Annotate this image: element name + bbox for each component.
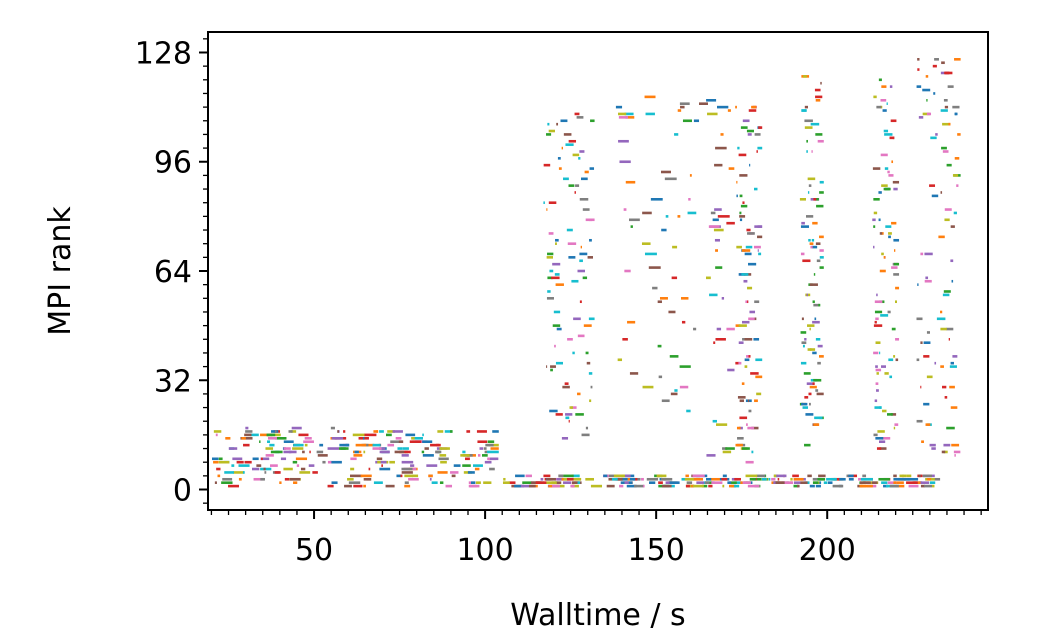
y-axis-label: MPI rank (43, 206, 78, 336)
x-tick-label: 150 (628, 533, 685, 568)
x-tick-label: 50 (295, 533, 333, 568)
x-tick-label: 100 (456, 533, 513, 568)
y-tick-label: 0 (173, 474, 192, 509)
axes: 0 32 64 96 128 50 100 150 200 (135, 36, 982, 568)
y-tick-label: 32 (154, 364, 192, 399)
x-axis-label: Walltime / s (510, 598, 685, 633)
y-tick-label: 128 (135, 36, 192, 71)
x-tick-label: 200 (799, 533, 856, 568)
y-tick-label: 64 (154, 255, 192, 290)
plot-frame (207, 31, 989, 511)
y-tick-label: 96 (154, 146, 192, 181)
data-marks (211, 58, 961, 488)
